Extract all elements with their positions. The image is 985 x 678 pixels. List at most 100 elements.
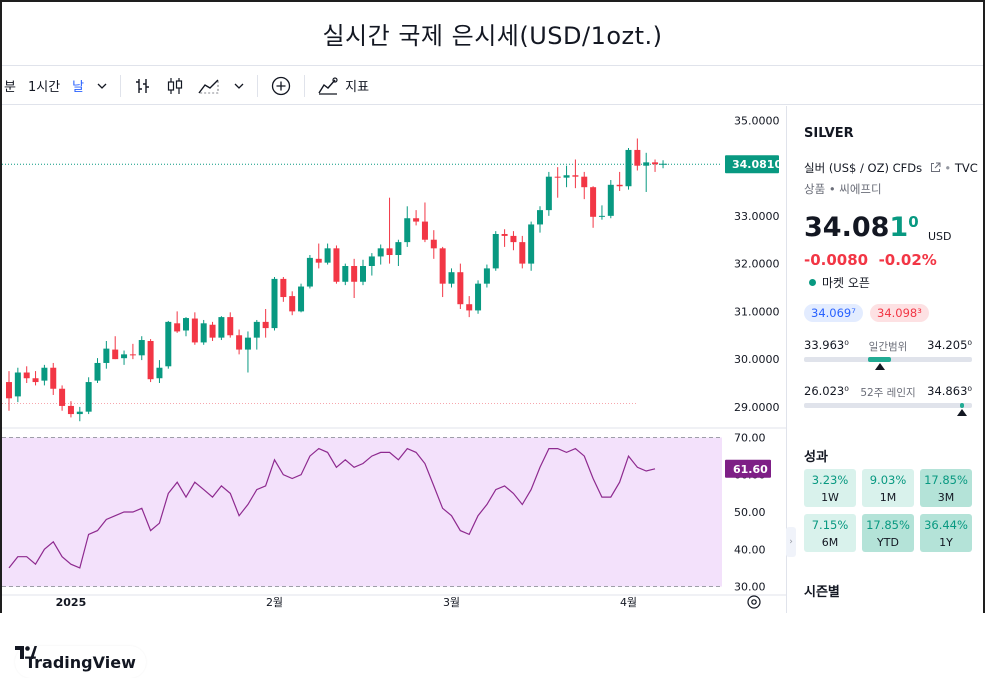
- week52-range-bar: [804, 403, 972, 408]
- candle-body: [67, 405, 74, 415]
- indicators-button[interactable]: 지표: [311, 67, 375, 104]
- candle-body: [351, 266, 358, 282]
- performance-title: 성과: [804, 450, 828, 465]
- area-chart-button[interactable]: [191, 67, 227, 104]
- plus-circle-icon: [271, 76, 291, 95]
- compare-button[interactable]: [264, 67, 298, 104]
- tradingview-logo[interactable]: TradingView: [15, 646, 146, 678]
- candle-body: [271, 278, 278, 329]
- price-axis-tick-label: 30.0000: [734, 353, 780, 366]
- candle-body: [342, 266, 349, 282]
- chart-type-dropdown[interactable]: [227, 67, 251, 104]
- chevron-down-icon: [97, 83, 107, 89]
- bar-chart-button[interactable]: [127, 67, 159, 104]
- price-axis-tick-label: 29.0000: [734, 401, 780, 414]
- candle-body: [377, 248, 384, 257]
- candle-body: [138, 340, 145, 356]
- performance-value: 17.85%: [924, 472, 968, 487]
- performance-period: 1M: [879, 490, 897, 504]
- time-axis-tick-label: 2월: [266, 596, 283, 609]
- candle-body: [76, 411, 83, 415]
- performance-period: YTD: [877, 535, 899, 549]
- candle-body: [227, 317, 234, 336]
- candle-body: [165, 321, 172, 367]
- candle-body: [421, 221, 428, 240]
- performance-cell-1w[interactable]: 3.23% 1W: [804, 469, 856, 507]
- performance-cell-1m[interactable]: 9.03% 1M: [862, 469, 914, 507]
- candle-body: [643, 162, 650, 166]
- last-price-main: 34.08: [804, 212, 890, 243]
- candle-body: [510, 235, 517, 243]
- performance-value: 3.23%: [811, 472, 849, 487]
- last-price: 34.0810: [804, 212, 919, 243]
- performance-value: 9.03%: [869, 472, 907, 487]
- page-title: 실시간 국제 은시세(USD/1ozt.): [2, 2, 983, 66]
- price-axis-tick-label: 31.0000: [734, 305, 780, 318]
- price-change: -0.0080 -0.02%: [804, 251, 937, 269]
- area-chart-icon: [198, 78, 219, 93]
- interval-1hour-label: 1시간: [27, 80, 61, 95]
- ohlc-bars-icon: [136, 78, 150, 93]
- time-axis-tick-label: 3월: [443, 596, 460, 609]
- performance-value: 7.15%: [811, 517, 849, 532]
- candle-body: [448, 272, 455, 284]
- interval-minute[interactable]: 분: [2, 67, 22, 104]
- price-chart[interactable]: 35.000034.000033.000032.000031.000030.00…: [2, 106, 787, 613]
- rsi-axis-tick-label: 50.00: [734, 506, 766, 519]
- candle-body: [59, 388, 66, 406]
- external-link-icon[interactable]: [930, 162, 941, 173]
- week52-range-low: 26.023⁰: [804, 384, 849, 398]
- settings-gear-icon[interactable]: [747, 595, 761, 609]
- candle-body: [94, 362, 101, 381]
- chart-area[interactable]: 35.000034.000033.000032.000031.000030.00…: [2, 106, 787, 678]
- candle-body: [616, 184, 623, 187]
- candle-body: [306, 257, 313, 287]
- indicators-label: 지표: [345, 80, 370, 95]
- candle-body: [360, 266, 366, 282]
- candle-body: [156, 367, 163, 379]
- price-change-pct: -0.02%: [878, 251, 937, 269]
- seasonal-title: 시즌별: [804, 585, 840, 600]
- candle-body: [537, 210, 543, 225]
- candle-body: [386, 248, 393, 256]
- candle-body: [395, 242, 402, 256]
- interval-1hour[interactable]: 1시간: [22, 67, 66, 104]
- candle-body: [253, 321, 260, 338]
- tradingview-logo-text: TradingView: [25, 652, 136, 672]
- rsi-axis-tick-label: 30.00: [734, 581, 766, 594]
- performance-period: 1W: [821, 490, 839, 504]
- rsi-line: [8, 447, 656, 569]
- toolbar-divider: [304, 74, 306, 97]
- price-change-abs: -0.0080: [804, 251, 869, 269]
- performance-cell-ytd[interactable]: 17.85% YTD: [862, 514, 914, 552]
- candles-button[interactable]: [159, 67, 191, 104]
- price-axis-tick-label: 35.0000: [734, 114, 780, 127]
- day-range-low: 33.963⁰: [804, 338, 849, 352]
- price-axis-tick-label: 32.0000: [734, 258, 780, 271]
- candles-icon: [168, 77, 183, 94]
- performance-cell-6m[interactable]: 7.15% 6M: [804, 514, 856, 552]
- day-range-fill: [867, 357, 892, 362]
- interval-day[interactable]: 날: [66, 67, 90, 104]
- interval-day-label: 날: [72, 80, 85, 95]
- candle-body: [85, 382, 92, 412]
- candle-body: [563, 175, 570, 178]
- candle-body: [183, 318, 189, 331]
- candle-body: [121, 354, 128, 359]
- interval-dropdown[interactable]: [90, 67, 114, 104]
- candle-body: [430, 239, 437, 249]
- candle-body: [200, 323, 207, 343]
- candle-body: [14, 372, 21, 397]
- performance-cell-3m[interactable]: 17.85% 3M: [920, 469, 972, 507]
- rsi-axis-tick-label: 70.00: [734, 431, 766, 444]
- collapse-panel-button[interactable]: ›: [786, 527, 796, 557]
- last-price-tag: [725, 155, 779, 174]
- ask-price: 34.098³: [870, 304, 929, 322]
- performance-value: 17.85%: [866, 517, 910, 532]
- rsi-axis-tick-label: 40.00: [734, 543, 766, 556]
- last-price-tail: 1: [889, 212, 909, 243]
- day-range-marker-icon: [874, 363, 885, 370]
- candle-body: [32, 378, 39, 383]
- performance-cell-1y[interactable]: 36.44% 1Y: [920, 514, 972, 552]
- performance-value: 36.44%: [924, 517, 968, 532]
